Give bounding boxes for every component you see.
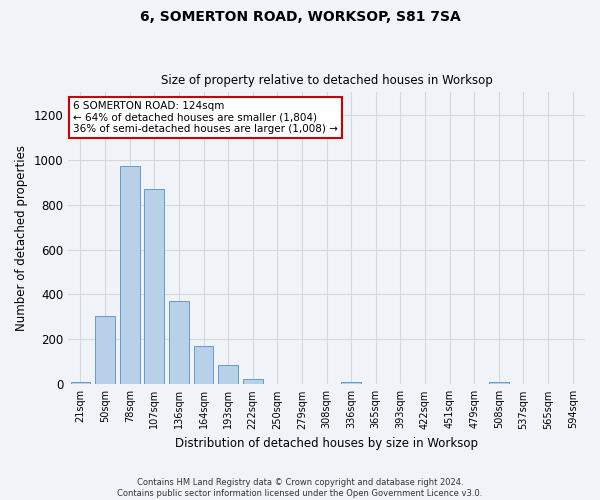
Text: Contains HM Land Registry data © Crown copyright and database right 2024.
Contai: Contains HM Land Registry data © Crown c… — [118, 478, 482, 498]
Bar — [71, 382, 91, 384]
Title: Size of property relative to detached houses in Worksop: Size of property relative to detached ho… — [161, 74, 493, 87]
Y-axis label: Number of detached properties: Number of detached properties — [15, 146, 28, 332]
Bar — [489, 382, 509, 384]
Bar — [194, 346, 214, 385]
Text: 6, SOMERTON ROAD, WORKSOP, S81 7SA: 6, SOMERTON ROAD, WORKSOP, S81 7SA — [140, 10, 460, 24]
Bar — [218, 364, 238, 384]
Bar — [341, 382, 361, 384]
Bar — [145, 190, 164, 384]
X-axis label: Distribution of detached houses by size in Worksop: Distribution of detached houses by size … — [175, 437, 478, 450]
Bar — [243, 378, 263, 384]
Bar — [169, 301, 189, 384]
Text: 6 SOMERTON ROAD: 124sqm
← 64% of detached houses are smaller (1,804)
36% of semi: 6 SOMERTON ROAD: 124sqm ← 64% of detache… — [73, 101, 338, 134]
Bar — [95, 316, 115, 384]
Bar — [120, 166, 140, 384]
